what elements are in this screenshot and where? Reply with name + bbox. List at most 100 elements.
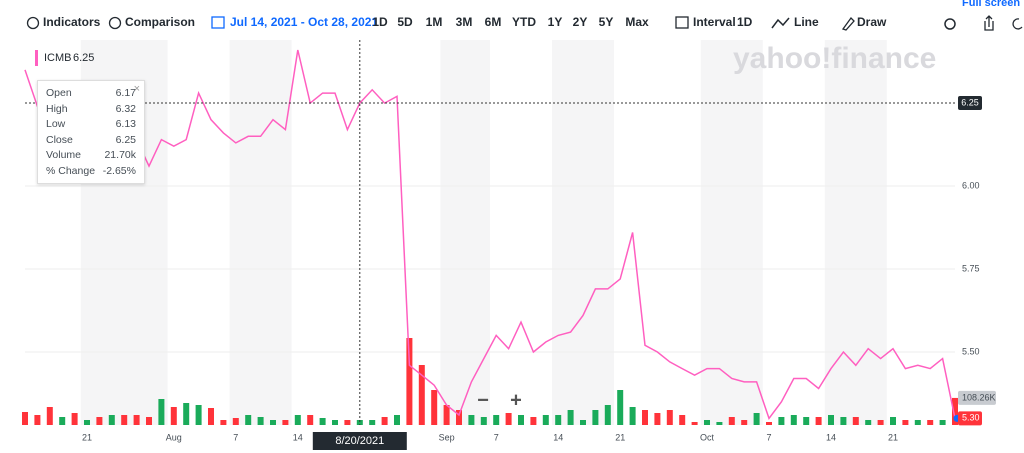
x-tick-label: Aug	[166, 432, 182, 442]
interval-value[interactable]: 1D	[737, 15, 753, 29]
tooltip-value: 21.70k	[104, 149, 136, 161]
tooltip: × Open 6.17 High 6.32 Low 6.13 Close 6.25 Volume…	[37, 80, 145, 184]
date-range[interactable]: Jul 14, 2021 - Oct 28, 2021	[230, 15, 378, 29]
range-button[interactable]: 3M	[456, 15, 473, 29]
volume-bar	[46, 407, 53, 425]
comparison-button[interactable]: Comparison	[125, 15, 195, 29]
tooltip-row: Low 6.13	[46, 117, 136, 133]
range-button[interactable]: 5Y	[599, 15, 614, 29]
volume-bar	[927, 420, 934, 425]
week-band	[229, 40, 292, 425]
volume-bar	[505, 413, 512, 425]
volume-bar	[493, 415, 500, 425]
share-icon[interactable]	[984, 15, 994, 31]
volume-bar	[232, 418, 239, 425]
volume-tag: 108.26K	[962, 392, 996, 402]
tooltip-row: Volume 21.70k	[46, 148, 136, 164]
volume-bar	[778, 417, 785, 425]
volume-bar	[592, 410, 599, 425]
x-tick-label: 7	[233, 432, 238, 442]
volume-bar	[753, 413, 760, 425]
tooltip-label: Low	[46, 118, 66, 130]
volume-bar	[766, 422, 772, 425]
week-band	[440, 40, 490, 425]
volume-bar	[704, 420, 710, 425]
tooltip-row: Open 6.17	[46, 86, 136, 102]
volume-bar	[666, 410, 673, 425]
range-button[interactable]: YTD	[512, 15, 536, 29]
line-icon[interactable]	[771, 17, 790, 29]
range-button[interactable]: 1M	[426, 15, 443, 29]
volume-bar	[59, 417, 66, 425]
indicators-icon[interactable]	[26, 16, 40, 30]
volume-bar	[629, 407, 636, 425]
crosshair-y-box	[958, 96, 982, 111]
volume-bar	[518, 415, 524, 425]
volume-bar	[815, 417, 822, 425]
volume-bar	[617, 390, 624, 425]
tooltip-close[interactable]: ×	[133, 83, 140, 95]
volume-bar	[865, 420, 872, 425]
volume-bar	[443, 405, 450, 425]
plot: 6.00 5.75 5.50 21 Aug 7 14 Sep 7 14 21 Oct 7 14 21 6.25…	[22, 40, 996, 450]
volume-bar	[406, 338, 413, 425]
volume-bar	[394, 415, 400, 425]
settings-icon[interactable]	[944, 18, 956, 30]
volume-bar	[580, 420, 586, 425]
comparison-icon[interactable]	[108, 16, 122, 30]
tooltip-row: High 6.32	[46, 102, 136, 118]
volume-bar	[902, 420, 909, 425]
crosshair-date-box	[312, 432, 407, 450]
chart-type[interactable]: Line	[794, 15, 819, 29]
volume-bar	[728, 417, 735, 425]
legend-name: ICMB	[44, 52, 72, 64]
watermark: yahoo!finance	[733, 42, 936, 75]
volume-bar	[183, 403, 190, 425]
range-button[interactable]: 2Y	[573, 15, 588, 29]
tooltip-value: 6.13	[115, 118, 136, 130]
volume-bar	[270, 420, 276, 425]
draw-button[interactable]: Draw	[857, 15, 887, 29]
volume-bar	[356, 420, 363, 425]
range-button[interactable]: 1Y	[548, 15, 563, 29]
calendar-icon[interactable]	[211, 16, 225, 29]
tooltip-label: High	[46, 102, 68, 115]
volume-bar	[939, 420, 946, 425]
x-tick-label: 7	[494, 432, 499, 442]
legend-swatch	[35, 50, 38, 66]
x-tick-label: 14	[293, 432, 303, 442]
full-screen[interactable]: Full screen	[962, 0, 1020, 9]
tooltip-value: 6.25	[115, 133, 136, 146]
volume-bar	[914, 420, 921, 425]
range-button[interactable]: 5D	[397, 15, 413, 29]
crosshair-date: 8/20/2021	[335, 435, 384, 447]
range-button[interactable]: 1D	[372, 15, 388, 29]
volume-bar	[319, 418, 326, 425]
x-tick-label: Sep	[439, 432, 455, 442]
x-tick-label: Oct	[700, 432, 715, 442]
range-button[interactable]: Max	[625, 15, 649, 29]
volume-bar	[332, 420, 338, 425]
draw-icon[interactable]	[841, 17, 855, 31]
volume-bar	[530, 417, 537, 425]
volume-bar	[245, 415, 252, 425]
volume-bar	[790, 415, 797, 425]
zoom-button[interactable]: −	[477, 389, 489, 411]
interval-icon[interactable]	[675, 16, 689, 29]
x-tick-label: 14	[826, 432, 836, 442]
x-tick-label: 7	[766, 432, 771, 442]
volume-bar	[34, 415, 41, 425]
volume-bar	[654, 413, 661, 425]
volume-bar	[133, 415, 140, 425]
range-button[interactable]: 6M	[485, 15, 502, 29]
zoom-button[interactable]: +	[510, 389, 522, 411]
volume-bar	[96, 417, 103, 425]
reset-icon[interactable]	[1012, 18, 1023, 30]
volume-bar	[542, 415, 549, 425]
volume-bar	[604, 405, 611, 425]
week-band	[552, 40, 614, 425]
x-tick-label: 21	[615, 432, 625, 442]
interval-label[interactable]: Interval	[693, 15, 736, 29]
indicators-button[interactable]: Indicators	[43, 15, 101, 29]
